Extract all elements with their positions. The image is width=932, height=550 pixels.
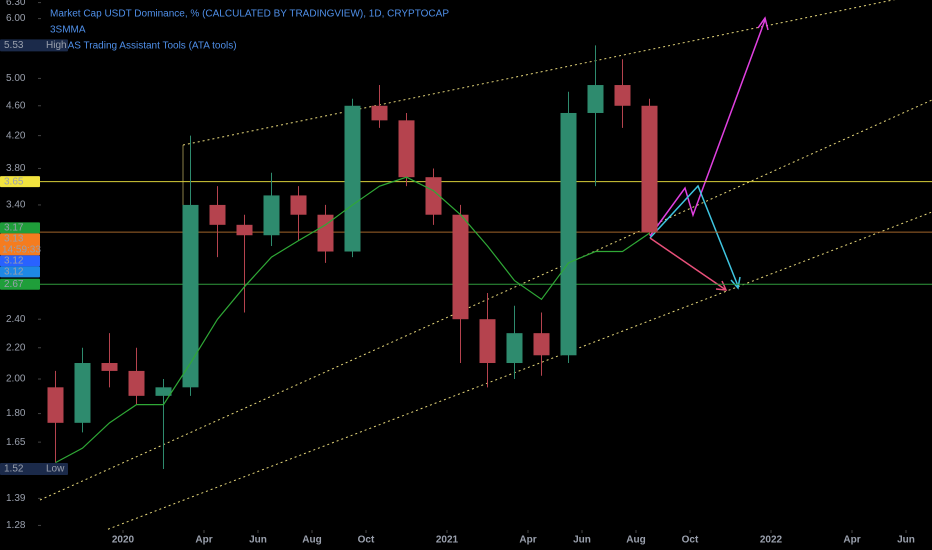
candle-body	[452, 214, 469, 320]
high-label-value: 5.53	[4, 40, 24, 51]
y-tick-label: 1.28	[6, 520, 26, 531]
low-label-bg	[0, 463, 68, 476]
y-tick-label: 2.20	[6, 342, 26, 353]
candle-body	[533, 333, 550, 356]
candle-body	[560, 112, 577, 356]
price-label: 3.13	[4, 234, 24, 245]
price-label-bg	[0, 278, 40, 290]
candle-body	[47, 387, 64, 423]
high-label-text: High	[46, 40, 67, 51]
arrow-head	[757, 16, 769, 31]
candle-body	[398, 120, 415, 178]
countdown: 14:59:33	[2, 245, 41, 256]
x-tick-label: Aug	[302, 535, 321, 546]
high-label-bg	[0, 39, 68, 52]
candle-body	[128, 370, 145, 396]
x-tick-label: Apr	[843, 535, 860, 546]
candle-body	[317, 214, 334, 252]
candle-body	[74, 363, 91, 423]
x-tick-label: Jun	[249, 535, 267, 546]
y-tick-label: 2.40	[6, 314, 26, 325]
x-tick-label: 2022	[760, 535, 783, 546]
cyan-arrow	[649, 184, 739, 287]
price-label: 3.17	[4, 223, 24, 234]
candle-body	[155, 387, 172, 396]
x-tick-label: Oct	[682, 535, 699, 546]
plot	[40, 45, 932, 470]
arrow-head	[730, 276, 741, 290]
bull-arrow	[649, 19, 766, 237]
candle-body	[344, 105, 361, 252]
candle-body	[506, 333, 523, 364]
price-label-bg	[0, 233, 40, 256]
x-tick-label: Jun	[573, 535, 591, 546]
y-tick-label: 6.00	[6, 13, 26, 24]
y-tick-label: 3.80	[6, 163, 26, 174]
candle-body	[371, 105, 388, 121]
y-tick-label: 1.80	[6, 408, 26, 419]
ma-line	[55, 176, 650, 464]
x-tick-label: Apr	[195, 535, 212, 546]
candle-body	[614, 85, 631, 106]
y-tick-label: 4.20	[6, 130, 26, 141]
candle-body	[290, 195, 307, 215]
x-tick-label: Jun	[897, 535, 915, 546]
candle-body	[479, 319, 496, 364]
low-label-text: Low	[46, 464, 65, 475]
y-tick-label: 4.60	[6, 100, 26, 111]
price-label: 3.12	[4, 256, 24, 267]
price-label: 3.12	[4, 267, 24, 278]
y-tick-label: 6.30	[6, 0, 26, 8]
price-label: 2.67	[4, 279, 24, 290]
y-tick-label: 5.00	[6, 73, 26, 84]
x-tick-label: 2021	[436, 535, 459, 546]
chart-title: Market Cap USDT Dominance, % (CALCULATED…	[50, 9, 449, 20]
candle-body	[236, 224, 253, 236]
y-tick-label: 1.65	[6, 437, 26, 448]
candle-body	[209, 204, 226, 225]
x-tick-label: Oct	[358, 535, 375, 546]
price-label-bg	[0, 222, 40, 234]
x-tick-label: Aug	[626, 535, 645, 546]
indicator-name: 3SMMA	[50, 25, 86, 36]
candle-body	[641, 105, 658, 233]
price-label-bg	[0, 176, 40, 188]
candle-body	[182, 204, 199, 388]
y-tick-label: 1.39	[6, 493, 26, 504]
indicator-name: ATLAS Trading Assistant Tools (ATA tools…	[50, 41, 237, 52]
candle-body	[101, 363, 118, 371]
x-tick-label: Apr	[519, 535, 536, 546]
y-tick-label: 3.40	[6, 200, 26, 211]
price-label: 3.65	[4, 176, 24, 187]
candle-body	[587, 85, 604, 113]
price-label-bg	[0, 255, 40, 267]
low-label-value: 1.52	[4, 464, 24, 475]
x-tick-label: 2020	[112, 535, 135, 546]
candle-body	[263, 195, 280, 236]
lower-channel	[79, 211, 932, 541]
candle-body	[425, 177, 442, 215]
x-axis	[0, 530, 932, 550]
y-tick-label: 2.00	[6, 374, 26, 385]
price-label-bg	[0, 266, 40, 278]
bear-arrow	[649, 237, 727, 291]
